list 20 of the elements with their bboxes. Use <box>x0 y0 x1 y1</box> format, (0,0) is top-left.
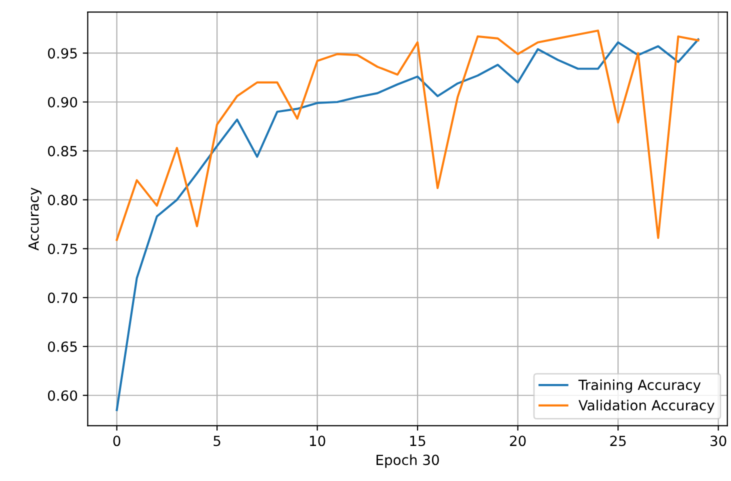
line-series <box>116 30 700 241</box>
x-tick-label: 5 <box>214 436 220 446</box>
y-tick-label: 0.70 <box>48 292 78 304</box>
x-tick-label: 0 <box>113 436 120 446</box>
y-tick-label: 0.80 <box>48 194 78 206</box>
y-tick-label: 0.85 <box>48 146 77 156</box>
y-tick-label: 0.60 <box>48 390 78 401</box>
x-tick-label: 25 <box>610 436 626 446</box>
x-tick-label: 20 <box>510 436 526 446</box>
y-tick-label: 0.90 <box>48 96 78 108</box>
y-tick-label: 0.95 <box>48 48 77 59</box>
y-tick-label: 0.65 <box>48 341 77 352</box>
x-axis-title: Epoch 30 <box>376 454 439 468</box>
x-tick-label: 10 <box>310 436 326 446</box>
x-tick-label: 15 <box>410 436 426 446</box>
y-axis-title: Accuracy <box>28 188 42 250</box>
x-tick-label: 30 <box>710 436 726 446</box>
y-tick-label: 0.75 <box>48 244 77 254</box>
legend-label: Training Accuracy <box>578 379 701 393</box>
legend-label: Validation Accuracy <box>578 400 714 414</box>
